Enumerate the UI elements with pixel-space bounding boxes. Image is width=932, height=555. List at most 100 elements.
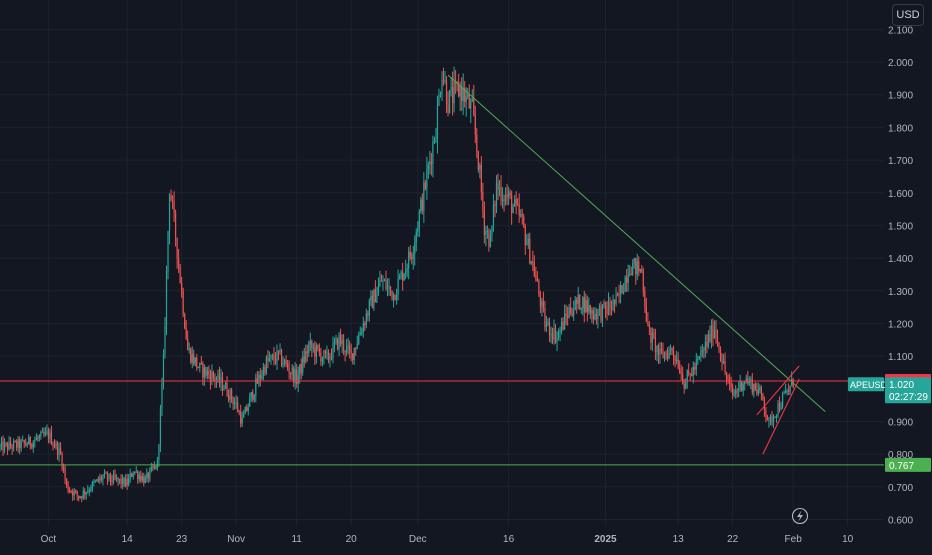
candle-body (616, 294, 619, 296)
candle-body (67, 484, 69, 491)
candle-body (685, 382, 687, 389)
candle (461, 77, 463, 111)
candle-body (517, 203, 519, 205)
candle-body (64, 468, 66, 479)
candle-body (626, 277, 628, 283)
candle (230, 387, 233, 403)
candle-body (778, 403, 781, 410)
candle-body (585, 299, 587, 313)
candle (445, 76, 448, 113)
candle-body (461, 86, 463, 101)
candle-body (729, 380, 731, 383)
candle (318, 343, 320, 357)
candle (695, 352, 697, 376)
candle-body (623, 291, 625, 294)
candle (99, 473, 101, 485)
candle (205, 366, 207, 379)
candle (557, 328, 560, 341)
candle-body (126, 478, 128, 486)
candle (258, 370, 260, 388)
candle (356, 335, 358, 350)
candle (153, 461, 155, 470)
candle (430, 152, 433, 176)
candle (709, 325, 711, 344)
drawing-lines[interactable] (447, 74, 826, 455)
candle-body (756, 389, 758, 394)
candle-body (52, 444, 54, 446)
candle-body (217, 373, 219, 380)
candle (97, 476, 99, 483)
candle (14, 440, 16, 443)
candle (618, 284, 620, 304)
candle-body (615, 294, 617, 304)
candle-body (59, 447, 62, 454)
candle (164, 317, 166, 359)
candle (609, 296, 611, 316)
candle-body (683, 384, 685, 389)
candle-body (379, 280, 381, 286)
candle (615, 287, 617, 307)
candle-body (0, 445, 1, 448)
candle (497, 173, 499, 201)
candle (126, 473, 128, 490)
candle-body (768, 419, 770, 421)
candle (511, 190, 513, 225)
candle-body (632, 263, 634, 276)
candle-body (220, 376, 222, 383)
candle (253, 393, 255, 403)
candle-body (352, 353, 354, 360)
candle-body (185, 328, 187, 339)
candle-body (88, 490, 90, 492)
candle-body (76, 491, 78, 496)
candle (147, 471, 149, 484)
candle (41, 427, 43, 433)
y-tick-label: 1.700 (888, 156, 913, 167)
candle-body (629, 273, 631, 275)
candle (732, 383, 734, 400)
candle-body (165, 271, 168, 326)
candle-body (679, 368, 681, 373)
candle (187, 330, 189, 351)
candle (624, 275, 626, 292)
time-axis[interactable]: Oct 14 23 Nov 11 20 Dec 16 2025 13 22 Feb 10 (0, 526, 932, 550)
horizontal-levels[interactable] (0, 380, 884, 466)
candle (303, 347, 305, 368)
candle-body (238, 411, 240, 413)
candle (412, 245, 414, 270)
candle (209, 369, 212, 390)
candle-body (356, 343, 358, 349)
candle (156, 456, 159, 471)
candle (663, 351, 666, 362)
currency-button[interactable]: USD (892, 4, 924, 26)
candle-body (206, 370, 208, 376)
candle (53, 439, 56, 449)
candle (535, 266, 537, 282)
candle (527, 233, 529, 249)
candle (512, 203, 514, 214)
candle-body (252, 392, 254, 400)
candle (580, 307, 582, 314)
candle-body (247, 406, 249, 411)
candle-body (548, 321, 551, 335)
candle-body (788, 390, 790, 392)
candle (237, 396, 239, 413)
lightning-icon[interactable] (791, 507, 809, 525)
candle-body (426, 169, 428, 189)
candle (203, 364, 205, 386)
candle-body (577, 294, 579, 304)
candle-body (550, 333, 552, 335)
candle (20, 438, 22, 452)
candle (2, 435, 4, 456)
candle-body (346, 346, 348, 353)
candle-body (22, 440, 24, 442)
candle (32, 440, 34, 453)
candle-body (430, 161, 433, 165)
candle (383, 278, 386, 282)
candle-body (609, 302, 611, 309)
candle (526, 233, 528, 246)
candle (165, 265, 168, 336)
candle (46, 424, 48, 436)
candle (276, 344, 278, 370)
